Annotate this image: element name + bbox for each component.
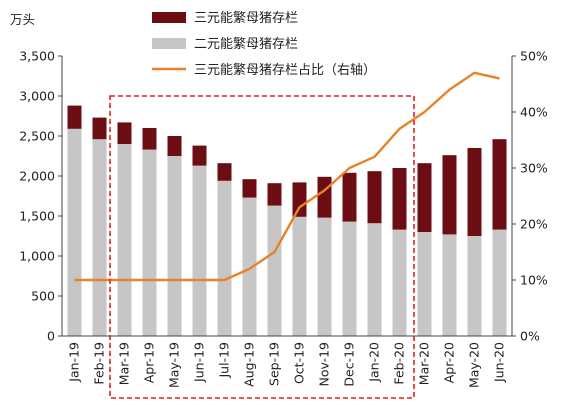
line-group (74, 71, 500, 399)
bar-sanyuan-Jan-20 (367, 171, 382, 224)
bar-eryuan-Mar-20 (417, 232, 432, 336)
x-tick-label: May-20 (467, 342, 482, 388)
y-left-tick-label: 1,000 (19, 249, 55, 264)
y-left-tick-label: 1,500 (19, 209, 55, 224)
x-tick-label: Sep-19 (267, 342, 282, 386)
legend-swatch (152, 12, 186, 23)
x-tick-label: Apr-19 (142, 342, 157, 383)
x-tick-labels: Jan-19 Feb-19 Mar-19 Apr-19 May-19 Jun-19 Jul-… (67, 342, 507, 388)
bar-sanyuan-Apr-20 (442, 155, 457, 235)
y-left-tick-label: 0 (47, 329, 55, 344)
bar-sanyuan-Feb-19 (92, 117, 107, 140)
ratio-line (74, 71, 500, 282)
x-tick-label: May-19 (167, 342, 182, 388)
bar-eryuan-Feb-20 (392, 229, 407, 336)
bar-sanyuan-Apr-19 (142, 128, 157, 150)
x-tick-label: Jan-20 (367, 342, 382, 383)
x-tick-label: Mar-19 (117, 342, 132, 385)
bar-eryuan-May-19 (167, 156, 182, 336)
y-left-tick-label: 2,000 (19, 169, 55, 184)
bar-eryuan-Apr-19 (142, 149, 157, 336)
y-unit-label: 万头 (10, 12, 35, 27)
y-right-tick-label: 10% (520, 273, 548, 288)
x-tick-label: Feb-19 (92, 342, 107, 385)
bar-eryuan-Mar-19 (117, 144, 132, 336)
x-tick-label: Jul-19 (217, 342, 232, 379)
bar-eryuan-Sep-19 (267, 205, 282, 336)
x-tick-label: Feb-20 (392, 342, 407, 385)
x-tick-label: Mar-20 (417, 342, 432, 385)
axes-group: 0 500 1,000 1,500 2,000 2,500 3,000 3,500 0% 10% 2… (19, 49, 548, 344)
y-left-tick-label: 3,500 (19, 49, 55, 64)
bars-group (67, 105, 507, 336)
bar-eryuan-Jan-19 (67, 128, 82, 336)
bar-sanyuan-Jun-19 (192, 145, 207, 166)
bar-eryuan-Jun-19 (192, 165, 207, 336)
bar-sanyuan-Jan-19 (67, 105, 82, 129)
bar-eryuan-Jul-19 (217, 180, 232, 336)
x-tick-label: Jan-19 (67, 342, 82, 383)
bar-sanyuan-Sep-19 (267, 183, 282, 206)
y-left-tick-label: 500 (31, 289, 55, 304)
legend-label: 三元能繁母猪存栏占比（右轴） (194, 62, 376, 78)
x-tick-label: Jun-20 (492, 342, 507, 383)
y-right-tick-label: 50% (520, 49, 548, 64)
bar-sanyuan-Jul-19 (217, 163, 232, 181)
legend-swatch (152, 38, 186, 49)
bar-sanyuan-Mar-19 (117, 122, 132, 144)
bar-sanyuan-Nov-19 (317, 176, 332, 218)
bar-sanyuan-May-19 (167, 136, 182, 156)
bar-eryuan-May-20 (467, 236, 482, 336)
y-left-tick-label: 2,500 (19, 129, 55, 144)
x-tick-label: Apr-20 (442, 342, 457, 383)
bar-sanyuan-Oct-19 (292, 182, 307, 217)
x-tick-label: Aug-19 (242, 342, 257, 387)
bar-eryuan-Jun-20 (492, 229, 507, 336)
legend-label: 三元能繁母猪存栏 (194, 10, 298, 26)
y-right-tick-label: 40% (520, 105, 548, 120)
highlight-box (109, 95, 415, 399)
x-tick-label: Jun-19 (192, 342, 207, 383)
bar-eryuan-Apr-20 (442, 234, 457, 336)
bar-sanyuan-Dec-19 (342, 172, 357, 222)
y-right-tick-label: 20% (520, 217, 548, 232)
bar-eryuan-Dec-19 (342, 221, 357, 336)
x-tick-label: Nov-19 (317, 342, 332, 387)
bar-sanyuan-Mar-20 (417, 163, 432, 232)
y-right-tick-label: 30% (520, 161, 548, 176)
bar-eryuan-Jan-20 (367, 223, 382, 336)
y-left-tick-label: 3,000 (19, 89, 55, 104)
bar-eryuan-Aug-19 (242, 197, 257, 336)
y-right-tick-label: 0% (520, 329, 540, 344)
x-tick-label: Oct-19 (292, 342, 307, 384)
legend-label: 二元能繁母猪存栏 (194, 36, 298, 52)
bar-sanyuan-Aug-19 (242, 179, 257, 198)
bar-eryuan-Feb-19 (92, 139, 107, 336)
bar-sanyuan-Jun-20 (492, 139, 507, 230)
bar-eryuan-Oct-19 (292, 216, 307, 336)
bar-sanyuan-Feb-20 (392, 168, 407, 230)
bar-sanyuan-May-20 (467, 148, 482, 236)
x-tick-label: Dec-19 (342, 342, 357, 387)
bar-eryuan-Nov-19 (317, 217, 332, 336)
